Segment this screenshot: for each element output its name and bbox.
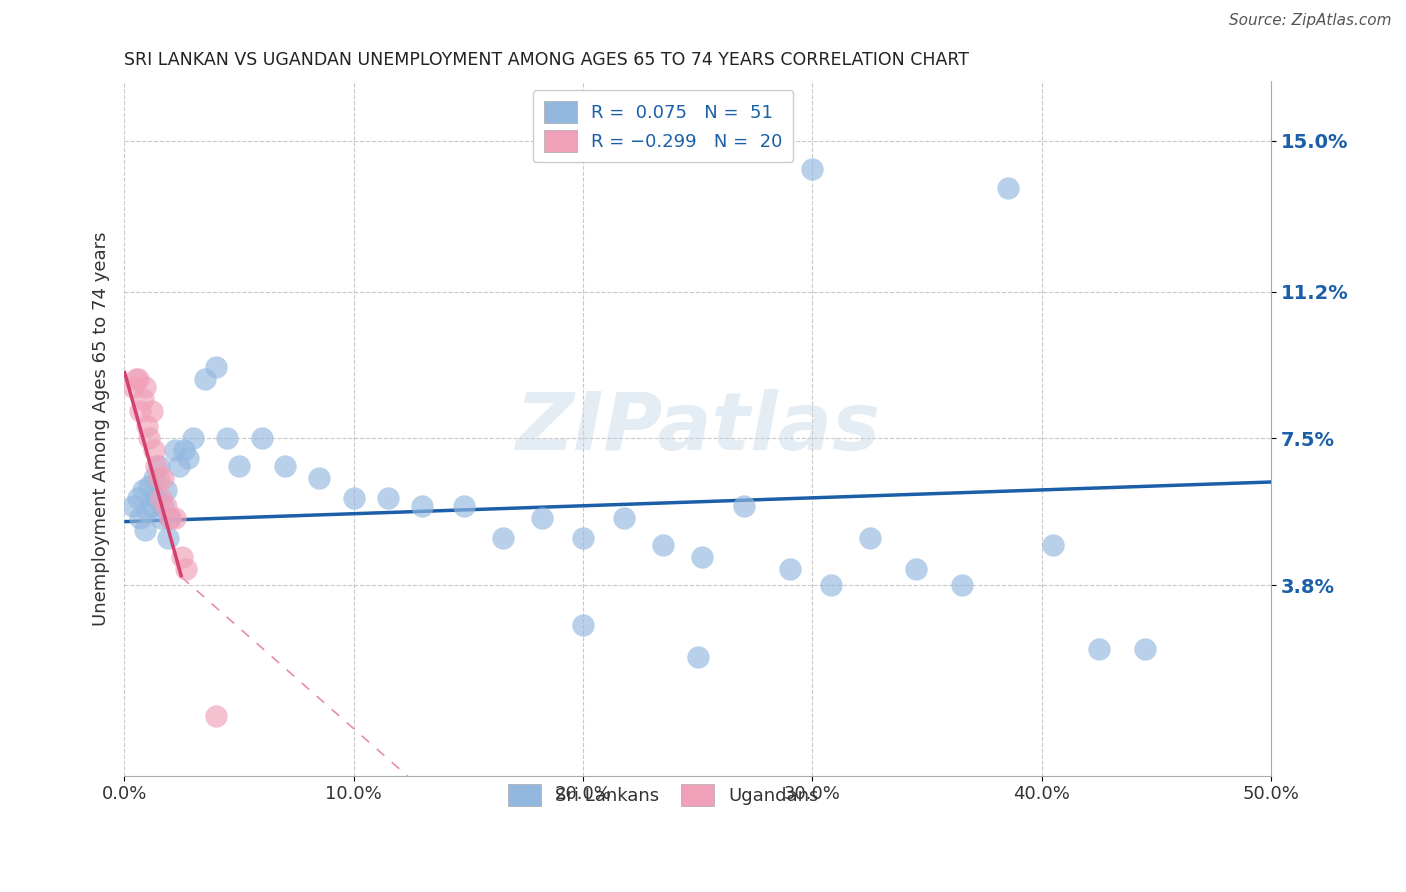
- Point: [228, 459, 250, 474]
- Point: [859, 531, 882, 545]
- Point: [159, 510, 181, 524]
- Point: [156, 531, 179, 545]
- Point: [152, 471, 174, 485]
- Point: [149, 510, 172, 524]
- Point: [148, 459, 170, 474]
- Point: [1088, 641, 1111, 656]
- Point: [127, 491, 149, 505]
- Point: [129, 510, 152, 524]
- Point: [134, 380, 156, 394]
- Point: [411, 499, 433, 513]
- Point: [686, 649, 709, 664]
- Point: [136, 502, 159, 516]
- Point: [141, 499, 163, 513]
- Point: [1133, 641, 1156, 656]
- Point: [129, 403, 152, 417]
- Point: [138, 479, 160, 493]
- Point: [174, 562, 197, 576]
- Point: [274, 459, 297, 474]
- Point: [308, 471, 330, 485]
- Point: [377, 491, 399, 505]
- Point: [779, 562, 801, 576]
- Point: [145, 491, 167, 505]
- Point: [530, 510, 553, 524]
- Point: [122, 499, 145, 513]
- Point: [143, 471, 166, 485]
- Point: [127, 372, 149, 386]
- Point: [613, 510, 636, 524]
- Point: [453, 499, 475, 513]
- Text: Source: ZipAtlas.com: Source: ZipAtlas.com: [1229, 13, 1392, 29]
- Point: [1042, 538, 1064, 552]
- Point: [170, 550, 193, 565]
- Text: ZIPatlas: ZIPatlas: [515, 390, 880, 467]
- Point: [572, 531, 595, 545]
- Point: [572, 617, 595, 632]
- Point: [136, 419, 159, 434]
- Point: [148, 471, 170, 485]
- Point: [169, 459, 191, 474]
- Point: [733, 499, 755, 513]
- Point: [492, 531, 515, 545]
- Point: [205, 359, 228, 374]
- Point: [692, 550, 714, 565]
- Point: [141, 403, 163, 417]
- Point: [163, 443, 186, 458]
- Point: [173, 443, 195, 458]
- Point: [145, 459, 167, 474]
- Point: [155, 483, 177, 497]
- Point: [343, 491, 366, 505]
- Y-axis label: Unemployment Among Ages 65 to 74 years: Unemployment Among Ages 65 to 74 years: [93, 231, 110, 625]
- Point: [193, 372, 215, 386]
- Legend: Sri Lankans, Ugandans: Sri Lankans, Ugandans: [499, 775, 827, 815]
- Point: [820, 578, 842, 592]
- Point: [217, 431, 239, 445]
- Point: [152, 499, 174, 513]
- Point: [205, 709, 228, 723]
- Point: [138, 431, 160, 445]
- Point: [149, 491, 172, 505]
- Point: [159, 510, 181, 524]
- Text: SRI LANKAN VS UGANDAN UNEMPLOYMENT AMONG AGES 65 TO 74 YEARS CORRELATION CHART: SRI LANKAN VS UGANDAN UNEMPLOYMENT AMONG…: [124, 51, 969, 69]
- Point: [652, 538, 675, 552]
- Point: [131, 483, 153, 497]
- Point: [163, 510, 186, 524]
- Point: [904, 562, 927, 576]
- Point: [997, 181, 1019, 195]
- Point: [181, 431, 204, 445]
- Point: [801, 161, 824, 176]
- Point: [155, 499, 177, 513]
- Point: [950, 578, 973, 592]
- Point: [125, 372, 148, 386]
- Point: [177, 451, 200, 466]
- Point: [134, 523, 156, 537]
- Point: [250, 431, 273, 445]
- Point: [122, 380, 145, 394]
- Point: [131, 392, 153, 406]
- Point: [143, 443, 166, 458]
